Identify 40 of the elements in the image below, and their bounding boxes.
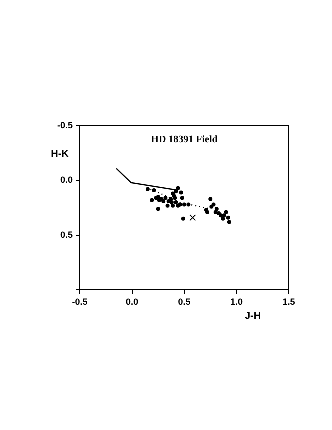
point <box>226 216 230 220</box>
point <box>180 196 184 200</box>
point <box>176 186 180 190</box>
point <box>221 216 226 221</box>
y-tick-label: -0.5 <box>57 120 73 130</box>
x-tick-label: 1.0 <box>230 296 244 307</box>
point <box>214 207 219 212</box>
point <box>182 202 186 207</box>
point <box>227 220 232 224</box>
point <box>190 214 196 222</box>
point <box>210 204 214 209</box>
point <box>152 188 156 193</box>
point <box>162 199 166 204</box>
point <box>174 200 178 205</box>
point <box>156 207 160 212</box>
point <box>181 216 186 221</box>
point <box>224 210 228 214</box>
point <box>164 196 168 200</box>
x-tick-label: 0.0 <box>126 296 139 307</box>
point <box>222 214 226 218</box>
text: HD 18391 Field <box>151 134 218 146</box>
point <box>146 187 150 192</box>
x-tick-label: 1.5 <box>282 296 296 307</box>
point <box>179 190 184 195</box>
point <box>216 211 221 216</box>
x-tick-label: 0.5 <box>178 296 191 307</box>
x-axis-title: J-H <box>244 310 262 322</box>
point <box>212 202 216 207</box>
point <box>170 200 174 205</box>
y-tick-label: 0.5 <box>60 230 73 240</box>
x-tick-label: -0.5 <box>72 296 88 307</box>
point <box>171 204 176 208</box>
y-axis-title: H-K <box>51 148 70 160</box>
point <box>166 204 170 208</box>
y-tick-label: 0.0 <box>60 175 73 186</box>
point <box>186 202 191 207</box>
point <box>208 197 213 202</box>
point <box>219 214 224 218</box>
point <box>150 198 154 202</box>
point <box>214 210 218 214</box>
